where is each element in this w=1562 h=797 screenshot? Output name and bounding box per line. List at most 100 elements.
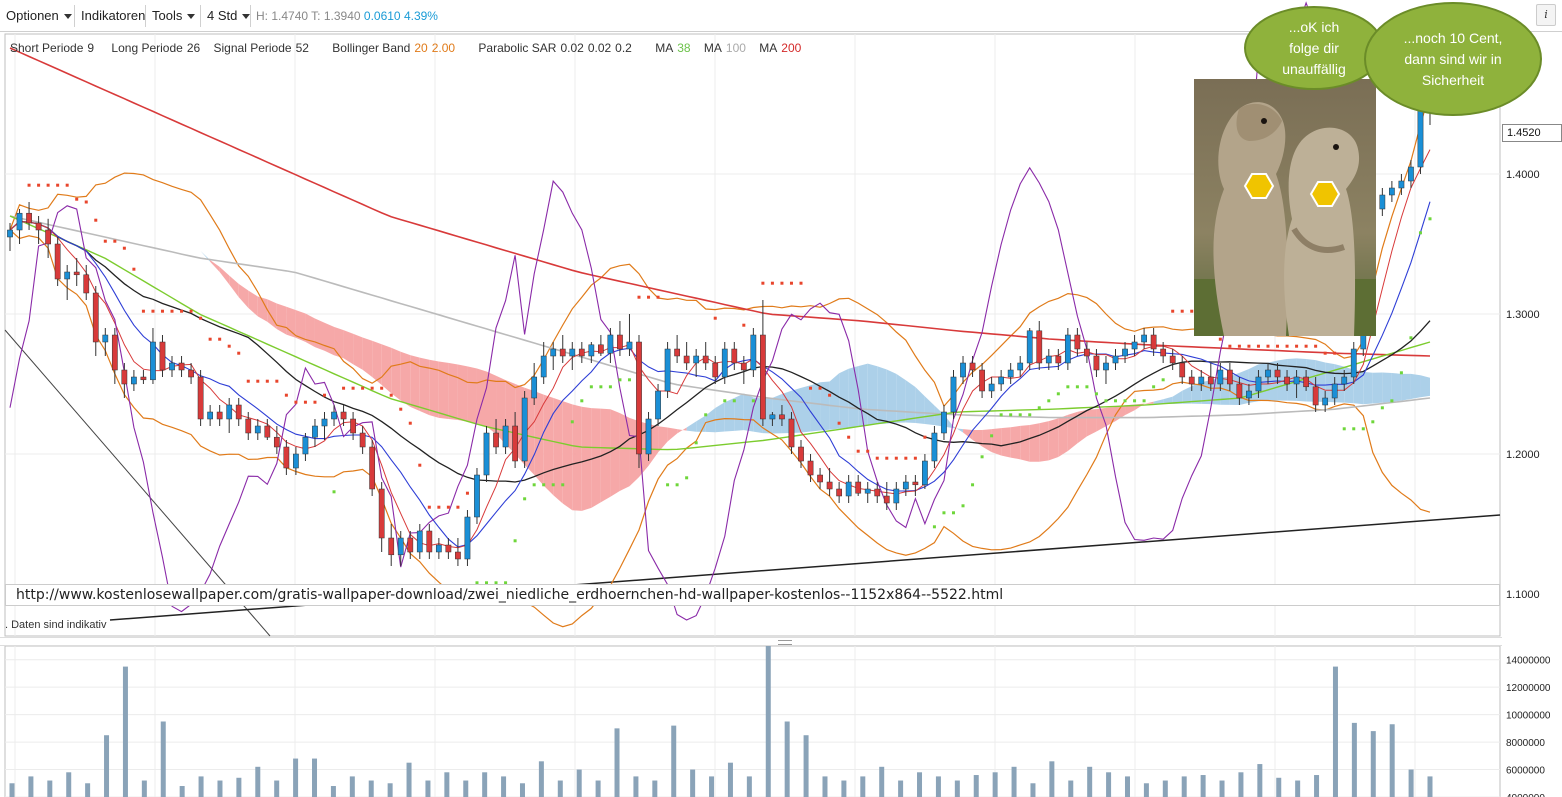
psar-dot (656, 295, 660, 299)
psar-dot (227, 344, 231, 348)
volume-bar (822, 776, 828, 797)
psar-dot (132, 267, 136, 271)
candle-body (1093, 355, 1100, 371)
legend-bollinger-label: Bollinger Band (332, 41, 411, 55)
legend-long-value: 26 (186, 41, 201, 55)
volume-bar (104, 735, 110, 797)
candle-body (626, 341, 633, 350)
candle (273, 426, 280, 454)
candle-body (283, 446, 290, 469)
candle-body (1350, 348, 1357, 378)
candle-body (92, 292, 99, 343)
psar-dot (1333, 351, 1337, 355)
candle (197, 370, 204, 426)
psar-dot (799, 281, 803, 285)
ichimoku-cloud-segment (200, 251, 211, 262)
interval-select[interactable]: 4 Std (207, 7, 251, 25)
candle-body (1417, 110, 1424, 168)
candle (207, 405, 214, 426)
candle (369, 440, 376, 496)
psar-dot (1323, 351, 1327, 355)
candle-body (1045, 355, 1052, 364)
candle-body (674, 348, 680, 357)
psar-dot (465, 491, 469, 495)
legend-ma200-value: 200 (781, 41, 802, 55)
psar-dot (809, 386, 813, 390)
psar-dot (1228, 344, 1232, 348)
info-button[interactable]: i (1536, 4, 1556, 26)
url-caption: http://www.kostenlosewallpaper.com/grati… (5, 584, 1500, 606)
toolbar-divider (200, 5, 201, 27)
logo-badge-1 (1243, 173, 1275, 199)
change-pct: 4.39% (403, 9, 438, 23)
ichimoku-cloud-segment (1287, 358, 1297, 401)
candle (493, 419, 499, 454)
psar-dot (37, 183, 41, 187)
volume-bar (1257, 764, 1263, 797)
candle (121, 363, 128, 398)
volume-bar (519, 783, 525, 797)
ichimoku-cloud-segment (677, 427, 687, 434)
ichimoku-cloud-segment (991, 428, 1002, 456)
candle (1379, 188, 1386, 216)
psar-dot (990, 434, 994, 438)
psar-dot (1094, 392, 1098, 396)
candle-body (1293, 376, 1300, 385)
candle-body (559, 348, 566, 357)
candle-body (216, 411, 223, 420)
psar-dot (1075, 385, 1079, 389)
volume-bar (746, 776, 752, 797)
candle-body (740, 362, 747, 371)
candle-body (340, 411, 347, 420)
psar-dot (723, 399, 727, 403)
candle-body (293, 453, 299, 469)
psar-dot (685, 476, 689, 480)
psar-dot (1085, 385, 1089, 389)
psar-dot (523, 497, 527, 501)
tools-menu[interactable]: Tools (152, 7, 196, 25)
candle-body (1312, 386, 1319, 406)
psar-dot (294, 400, 298, 404)
candle (922, 454, 928, 489)
candle (1312, 377, 1319, 412)
candle (941, 405, 947, 440)
candle-body (941, 411, 947, 434)
candle-body (845, 481, 852, 497)
candle (1122, 342, 1128, 363)
candle (397, 531, 404, 566)
ichimoku-cloud-segment (743, 393, 754, 432)
bollinger-upper (9, 91, 1431, 408)
psar-dot (570, 420, 574, 424)
candle (1398, 174, 1405, 195)
ichimoku-cloud-segment (1420, 375, 1430, 398)
candle-body (769, 414, 776, 420)
candle-body (836, 488, 842, 497)
candle-body (435, 544, 442, 553)
candle-body (1207, 376, 1214, 385)
candle-body (45, 229, 51, 245)
candle-body (1026, 330, 1033, 364)
volume-bar (538, 761, 544, 797)
ichimoku-cloud-segment (848, 366, 859, 428)
indicators-menu[interactable]: Indikatoren (81, 7, 145, 25)
candle (617, 321, 623, 356)
candle (464, 510, 471, 566)
candle (1389, 181, 1395, 202)
ichimoku-cloud-segment (353, 333, 363, 370)
candle-body (64, 271, 71, 280)
options-menu[interactable]: Optionen (6, 7, 72, 25)
candle-body (1160, 348, 1167, 357)
psar-dot (1352, 427, 1356, 431)
candle (102, 328, 109, 356)
volume-bar (1295, 780, 1301, 797)
psar-dot (322, 393, 326, 397)
candle-body (1236, 383, 1243, 399)
pane-splitter[interactable] (0, 637, 1502, 646)
ichimoku-cloud-segment (219, 266, 230, 285)
candle (7, 223, 13, 251)
volume-bar (1162, 780, 1168, 797)
volume-bar (1068, 780, 1074, 797)
psar-dot (980, 455, 984, 459)
candle (1103, 356, 1109, 384)
ichimoku-cloud-segment (1086, 409, 1097, 437)
